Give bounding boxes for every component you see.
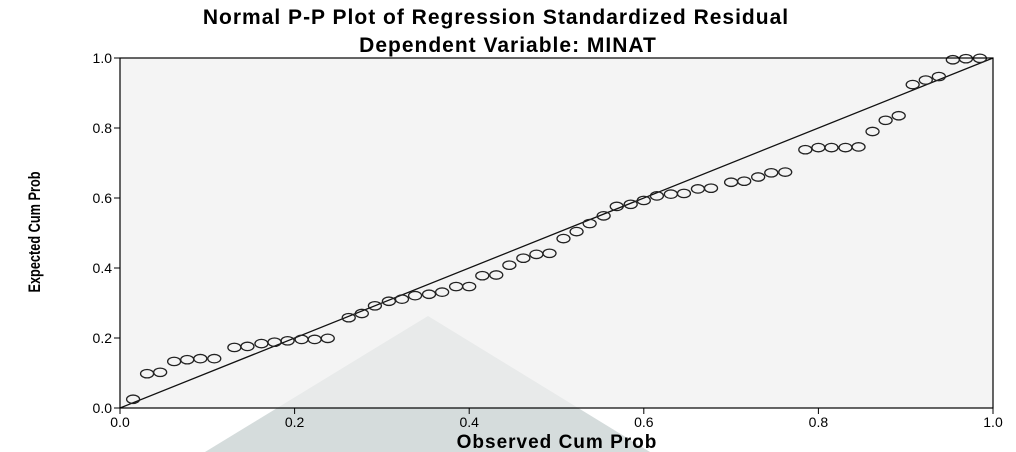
data-point [367, 300, 383, 311]
x-axis-label: Observed Cum Prob [457, 432, 658, 452]
data-point [516, 253, 531, 264]
data-point [354, 308, 369, 319]
data-point [623, 199, 638, 210]
plot-frame [119, 57, 994, 409]
data-point [891, 110, 906, 121]
data-point [125, 394, 141, 405]
data-point [596, 211, 611, 221]
x-tick-label: 0.8 [809, 414, 829, 430]
data-point [958, 53, 974, 64]
y-tick-label: 0.8 [93, 120, 113, 136]
data-point [394, 294, 410, 304]
chart-title: Normal P-P Plot of Regression Standardiz… [202, 6, 790, 29]
data-point [751, 172, 766, 182]
data-point [193, 353, 208, 364]
data-point [407, 290, 423, 301]
data-point [207, 353, 222, 364]
y-tick-label: 0.4 [93, 260, 113, 276]
data-point [421, 289, 437, 300]
data-point [918, 75, 933, 85]
data-point [609, 201, 624, 212]
y-axis-label: Expected Cum Prob [27, 171, 45, 292]
data-point [931, 71, 947, 82]
data-point [381, 296, 397, 307]
data-point [582, 218, 597, 229]
data-point [240, 341, 255, 352]
data-point [824, 142, 839, 153]
data-point [489, 270, 504, 280]
y-tick-label: 0.6 [93, 190, 113, 206]
data-point [569, 226, 584, 237]
reference-line [119, 57, 994, 409]
y-tick-label: 1.0 [93, 50, 113, 66]
data-point [636, 195, 651, 206]
data-point [676, 188, 692, 199]
data-point [851, 142, 866, 152]
data-point [502, 260, 517, 271]
chart-subtitle: Dependent Variable: MINAT [359, 34, 657, 57]
data-point [905, 79, 920, 90]
data-point [341, 312, 356, 323]
x-tick-label: 0.2 [285, 414, 305, 430]
y-tick-label: 0.2 [93, 330, 113, 346]
data-point [778, 167, 793, 177]
data-point [475, 270, 490, 281]
data-point [737, 176, 752, 187]
data-point [556, 233, 571, 244]
data-point [434, 287, 450, 297]
data-point [462, 281, 477, 292]
data-point [320, 333, 335, 344]
data-point [703, 183, 719, 194]
y-tick-label: 0.0 [93, 400, 113, 416]
data-point [798, 144, 813, 155]
x-tick-label: 0.6 [634, 414, 654, 430]
data-point [865, 126, 880, 137]
data-point [153, 367, 168, 378]
x-tick-label: 0.0 [110, 414, 130, 430]
data-point [542, 248, 557, 259]
x-tick-label: 1.0 [983, 414, 1003, 430]
data-point [280, 335, 295, 346]
x-tick-label: 0.4 [459, 414, 479, 430]
data-point [764, 167, 779, 178]
data-point [649, 191, 665, 201]
data-point [878, 115, 893, 126]
